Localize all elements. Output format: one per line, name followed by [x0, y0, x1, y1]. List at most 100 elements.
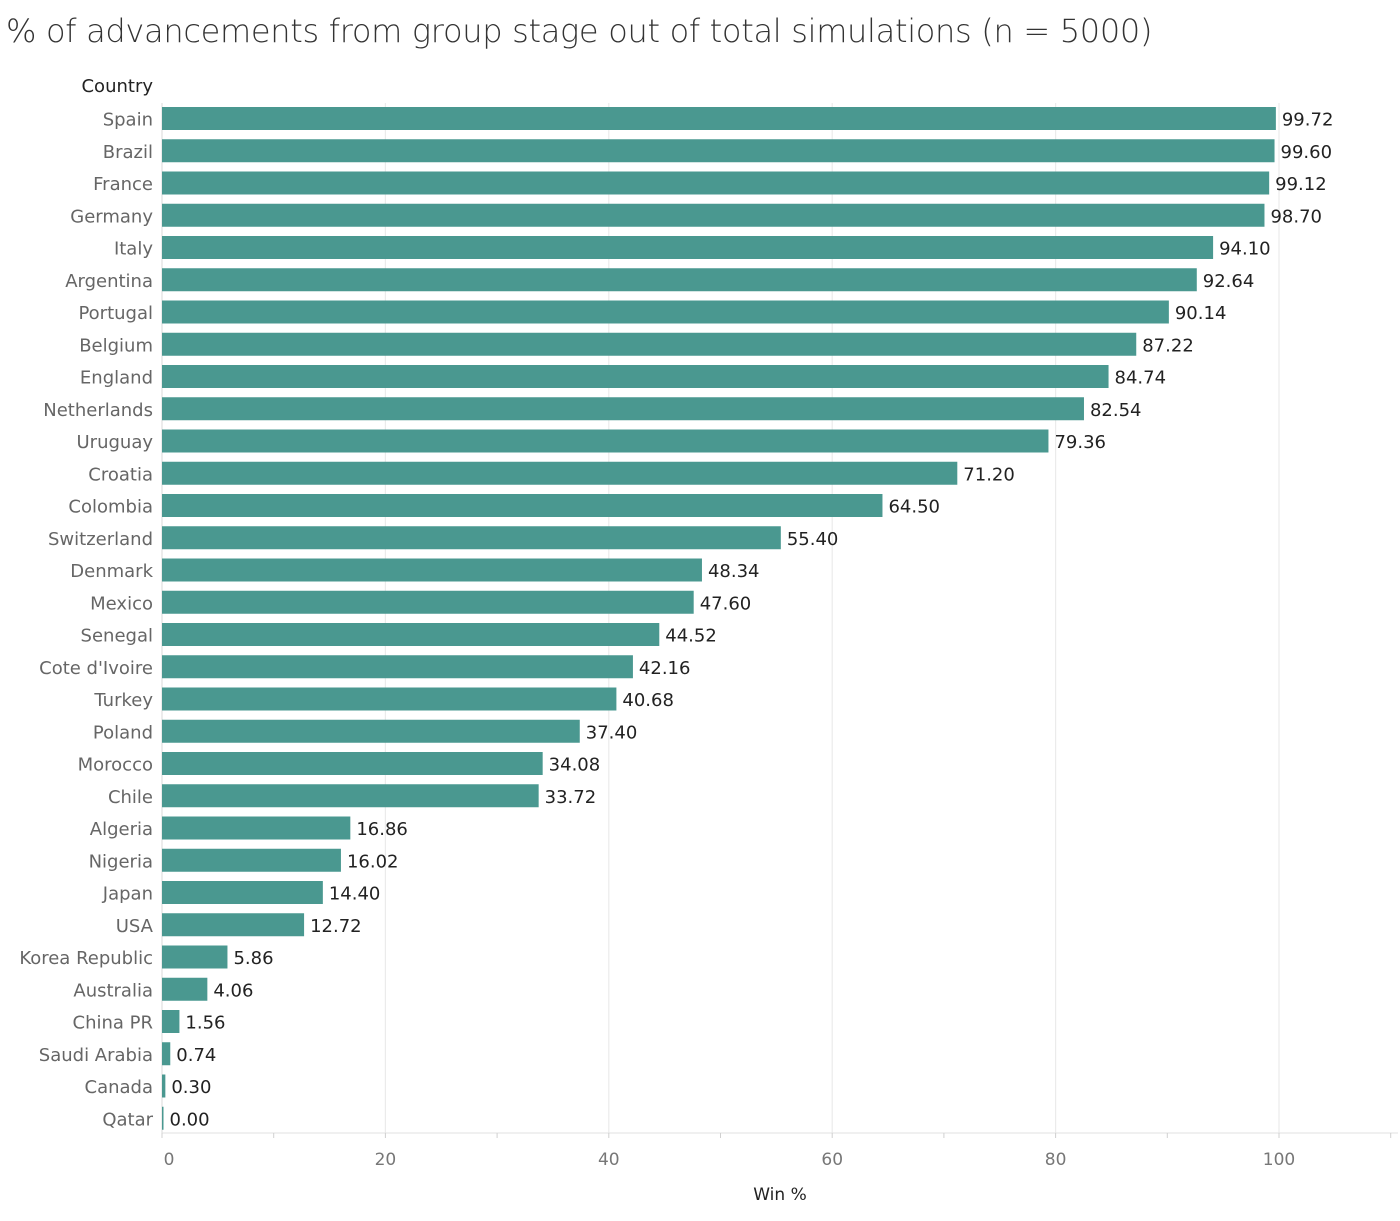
category-label: Italy — [114, 239, 153, 260]
category-label: USA — [116, 916, 154, 937]
category-label: Brazil — [103, 142, 153, 163]
category-label: China PR — [73, 1013, 154, 1034]
value-label: 84.74 — [1115, 368, 1167, 389]
category-label: Argentina — [65, 271, 153, 292]
bar — [162, 236, 1214, 259]
category-label: Senegal — [81, 626, 153, 647]
value-label: 82.54 — [1090, 400, 1142, 421]
category-label: Mexico — [90, 593, 153, 614]
category-label: Colombia — [68, 497, 153, 518]
category-labels: Spain Brazil France Germany Italy Argentina Po… — [19, 110, 153, 1131]
bar — [162, 332, 1137, 356]
chart-title: % of advancements from group stage out o… — [6, 12, 1153, 50]
category-label: Chile — [108, 787, 153, 808]
x-tick-label: 20 — [375, 1150, 397, 1170]
bar — [162, 203, 1265, 227]
bar — [162, 719, 580, 743]
category-label: Denmark — [70, 561, 153, 582]
value-label: 0.00 — [170, 1109, 210, 1130]
category-label: Nigeria — [89, 851, 153, 872]
category-label: Korea Republic — [19, 948, 153, 969]
category-label: Qatar — [102, 1109, 153, 1130]
category-label: Cote d'Ivoire — [39, 658, 153, 679]
value-label: 44.52 — [665, 626, 717, 647]
category-label: Morocco — [78, 755, 153, 776]
bar — [162, 848, 341, 872]
value-label: 99.12 — [1275, 174, 1327, 195]
category-label: Switzerland — [48, 529, 153, 550]
value-label: 12.72 — [310, 916, 362, 937]
bar — [162, 494, 883, 517]
value-label: 87.22 — [1142, 335, 1194, 356]
value-label: 40.68 — [622, 690, 674, 711]
category-label: Canada — [85, 1077, 154, 1098]
category-label: Portugal — [78, 303, 153, 324]
x-tick-label: 80 — [1045, 1150, 1067, 1170]
bar — [162, 397, 1084, 421]
x-tick-label: 0 — [164, 1150, 175, 1170]
value-label: 92.64 — [1203, 271, 1255, 292]
bar — [162, 1042, 171, 1066]
value-label: 79.36 — [1054, 432, 1106, 453]
bar — [162, 590, 694, 614]
value-label: 33.72 — [545, 787, 597, 808]
bar — [162, 365, 1109, 388]
bars — [162, 107, 1276, 1130]
value-label: 42.16 — [639, 658, 691, 679]
category-label: Australia — [73, 980, 153, 1001]
bar — [162, 881, 323, 904]
value-label: 90.14 — [1175, 303, 1227, 324]
category-label: Poland — [93, 722, 153, 743]
value-label: 55.40 — [787, 529, 839, 550]
category-label: Netherlands — [43, 400, 153, 421]
category-label: France — [93, 174, 153, 195]
category-label: England — [80, 368, 153, 389]
value-label: 98.70 — [1270, 206, 1322, 227]
bar — [162, 913, 305, 937]
bar — [162, 977, 208, 1001]
x-axis-title: Win % — [753, 1185, 807, 1205]
value-label: 99.60 — [1281, 142, 1333, 163]
row-header-country: Country — [81, 76, 153, 97]
category-label: Croatia — [88, 464, 153, 485]
bar — [162, 816, 351, 840]
bar — [162, 1074, 166, 1098]
x-tick-label: 40 — [598, 1150, 620, 1170]
bar — [162, 687, 617, 711]
bar — [162, 429, 1049, 453]
value-labels: 99.72 99.60 99.12 98.70 94.10 92.64 90.14 87.22… — [170, 110, 1334, 1131]
value-label: 4.06 — [213, 980, 253, 1001]
bar — [162, 945, 228, 969]
value-label: 47.60 — [700, 593, 752, 614]
bar — [162, 171, 1270, 195]
bar — [162, 526, 781, 550]
category-label: Spain — [103, 110, 153, 131]
value-label: 1.56 — [185, 1013, 225, 1034]
x-tick-label: 60 — [821, 1150, 843, 1170]
value-label: 0.74 — [176, 1045, 216, 1066]
bar — [162, 1010, 180, 1033]
x-tick-label: 100 — [1263, 1150, 1295, 1170]
value-label: 37.40 — [586, 722, 638, 743]
category-label: Saudi Arabia — [39, 1045, 153, 1066]
value-label: 71.20 — [963, 464, 1015, 485]
value-label: 5.86 — [233, 948, 273, 969]
value-label: 16.86 — [356, 819, 408, 840]
category-label: Algeria — [90, 819, 153, 840]
bar — [162, 558, 702, 582]
bar — [162, 139, 1275, 163]
bar — [162, 107, 1276, 130]
value-label: 34.08 — [549, 755, 601, 776]
bar — [162, 461, 958, 485]
category-label: Japan — [102, 884, 153, 905]
bar — [162, 1106, 164, 1130]
value-label: 64.50 — [888, 497, 940, 518]
category-label: Uruguay — [77, 432, 154, 453]
bar — [162, 752, 543, 775]
category-label: Belgium — [79, 335, 153, 356]
bar — [162, 300, 1169, 324]
value-label: 94.10 — [1219, 239, 1271, 260]
value-label: 14.40 — [329, 884, 381, 905]
value-label: 16.02 — [347, 851, 399, 872]
